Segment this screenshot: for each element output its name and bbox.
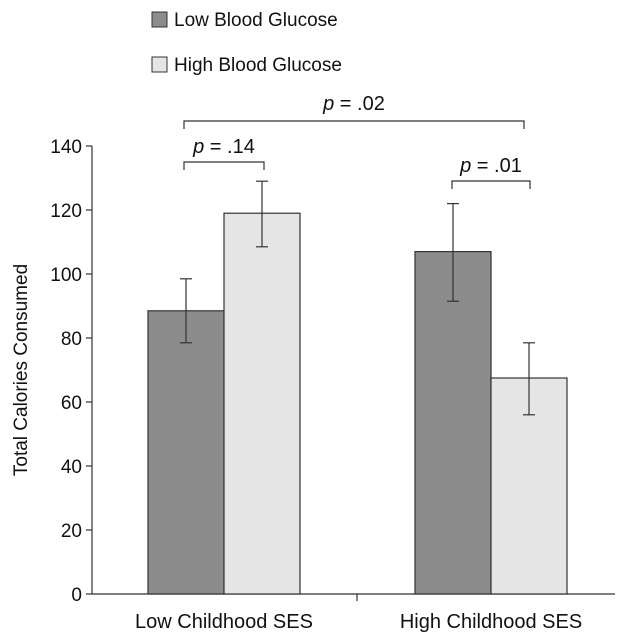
error-bar	[447, 203, 459, 302]
error-bar	[180, 278, 192, 344]
bracket-line-overall	[183, 120, 525, 129]
bar-high-glucose-low-ses	[223, 212, 301, 595]
p-value-label-high-ses: p = .01	[459, 155, 522, 177]
error-bar	[256, 180, 268, 248]
legend-item-low-glucose: Low Blood Glucose	[151, 10, 338, 31]
y-tick-label: 100	[50, 265, 82, 286]
legend-item-high-glucose: High Blood Glucose	[151, 55, 342, 76]
error-bar	[523, 342, 535, 416]
y-tick-label: 120	[50, 201, 82, 222]
y-tick-label: 20	[61, 521, 82, 542]
error-bars	[180, 180, 535, 416]
significance-bracket-low-ses: p = .14	[183, 136, 265, 170]
bar-low-glucose-high-ses	[414, 251, 492, 595]
p-value-label-low-ses: p = .14	[192, 136, 255, 158]
category-label-low-ses: Low Childhood SES	[135, 611, 313, 633]
bracket-line-low-ses	[183, 161, 265, 170]
y-tick-label: 0	[71, 585, 82, 606]
y-tick-label: 80	[61, 329, 82, 350]
legend-label-high-glucose: High Blood Glucose	[174, 55, 342, 76]
legend-swatch-low-glucose	[151, 11, 168, 28]
legend: Low Blood Glucose High Blood Glucose	[151, 10, 342, 76]
category-label-high-ses: High Childhood SES	[400, 611, 582, 633]
bars	[147, 212, 568, 595]
bar-low-glucose-low-ses	[147, 310, 225, 595]
y-tick-label: 40	[61, 457, 82, 478]
y-axis-label: Total Calories Consumed	[11, 264, 32, 476]
p-value-label-overall: p = .02	[322, 93, 385, 115]
significance-bracket-overall: p = .02	[183, 93, 525, 129]
legend-label-low-glucose: Low Blood Glucose	[174, 10, 338, 31]
bracket-line-high-ses	[451, 180, 531, 189]
y-tick-label: 60	[61, 393, 82, 414]
y-axis-ticks: 0 20 40 60 80 100 120 140	[50, 137, 92, 606]
legend-swatch-high-glucose	[151, 56, 168, 73]
significance-bracket-high-ses: p = .01	[451, 155, 531, 189]
y-tick-label: 140	[50, 137, 82, 158]
